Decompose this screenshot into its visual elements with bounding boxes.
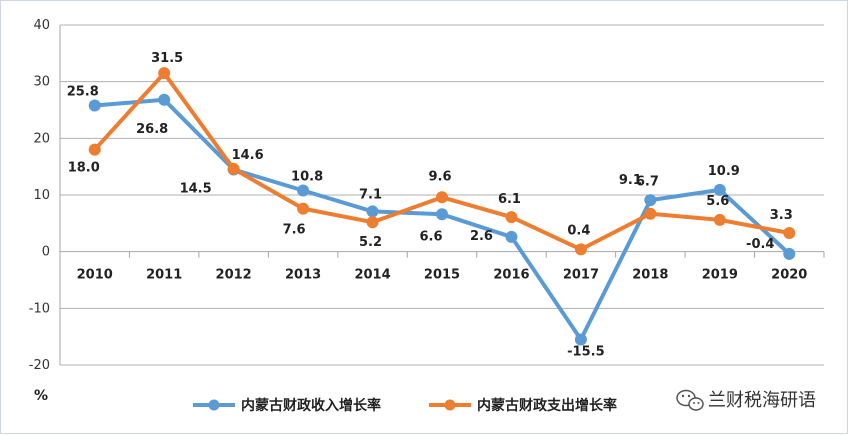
data-label: 6.1 bbox=[498, 192, 521, 207]
data-point bbox=[436, 208, 448, 221]
data-point bbox=[297, 202, 310, 215]
x-tick-label: 2017 bbox=[563, 268, 599, 283]
data-point bbox=[713, 183, 726, 196]
x-tick-label: 2013 bbox=[285, 268, 321, 283]
legend-label-revenue: 内蒙古财政收入增长率 bbox=[241, 397, 381, 414]
legend-label-expenditure: 内蒙古财政支出增长率 bbox=[477, 397, 617, 414]
x-tick-label: 2019 bbox=[702, 268, 738, 283]
data-point bbox=[505, 211, 518, 224]
data-label: 3.3 bbox=[770, 208, 793, 223]
data-label: 2.6 bbox=[470, 229, 493, 244]
data-point bbox=[574, 333, 587, 346]
x-tick-label: 2011 bbox=[146, 268, 182, 283]
y-tick-label: 20 bbox=[33, 131, 50, 146]
x-tick-label: 2015 bbox=[424, 268, 460, 283]
data-point bbox=[783, 226, 796, 239]
y-axis-ticks: 40 30 20 10 0 -10 -20 bbox=[29, 18, 50, 373]
y-axis-unit-label: % bbox=[34, 388, 48, 404]
data-label: -15.5 bbox=[567, 345, 604, 360]
legend-item-revenue: 内蒙古财政收入增长率 bbox=[193, 397, 381, 414]
data-label: 5.6 bbox=[706, 194, 729, 209]
x-tick-label: 2016 bbox=[493, 268, 529, 283]
data-label: 6.7 bbox=[636, 175, 659, 190]
data-point bbox=[644, 207, 657, 220]
data-point bbox=[366, 216, 379, 229]
data-label: 10.8 bbox=[291, 169, 323, 184]
x-tick-label: 2014 bbox=[354, 268, 390, 283]
data-point bbox=[88, 143, 101, 156]
x-tick-label: 2020 bbox=[771, 268, 807, 283]
data-label: 6.6 bbox=[419, 229, 442, 244]
wechat-icon bbox=[676, 389, 704, 411]
data-point bbox=[366, 205, 379, 218]
data-point bbox=[158, 67, 171, 80]
series-line-1 bbox=[93, 71, 790, 252]
data-point bbox=[644, 194, 657, 207]
y-tick-label: 30 bbox=[33, 75, 50, 90]
x-tick-label: 2018 bbox=[632, 268, 668, 283]
series-points bbox=[88, 67, 796, 346]
data-point bbox=[227, 162, 240, 175]
y-tick-label: -20 bbox=[29, 358, 50, 373]
legend-marker-expenditure bbox=[444, 399, 456, 411]
data-label: 26.8 bbox=[136, 122, 168, 137]
data-label: 14.5 bbox=[180, 182, 212, 197]
data-label: 10.9 bbox=[708, 164, 740, 179]
x-tick-label: 2012 bbox=[216, 268, 252, 283]
watermark: 兰财税海研语 bbox=[676, 389, 816, 411]
y-tick-label: 10 bbox=[33, 188, 50, 203]
data-label: 31.5 bbox=[151, 51, 183, 66]
data-point bbox=[574, 243, 587, 256]
x-axis-ticks: 2010 2011 2012 2013 2014 2015 2016 2017 2018 2019… bbox=[77, 268, 808, 283]
data-label: -0.4 bbox=[746, 237, 774, 252]
data-label: 25.8 bbox=[67, 84, 99, 99]
data-label: 14.6 bbox=[232, 148, 264, 163]
data-point bbox=[158, 93, 171, 106]
data-label: 0.4 bbox=[567, 223, 590, 238]
data-label: 18.0 bbox=[68, 161, 100, 176]
data-label: 9.1 bbox=[619, 173, 642, 188]
data-label: 5.2 bbox=[359, 235, 382, 250]
data-label: 7.1 bbox=[359, 187, 382, 202]
x-tick-label: 2010 bbox=[77, 268, 113, 283]
y-tick-label: 0 bbox=[42, 245, 50, 260]
data-point bbox=[88, 99, 101, 112]
data-labels: 25.8 26.8 14.5 10.8 7.1 6.6 2.6 -15.5 9.1 10.9 -0.… bbox=[67, 51, 793, 359]
y-tick-label: 40 bbox=[33, 18, 50, 33]
data-point bbox=[297, 184, 310, 197]
data-point bbox=[783, 247, 796, 260]
y-tick-label: -10 bbox=[29, 301, 50, 316]
legend-item-expenditure: 内蒙古财政支出增长率 bbox=[429, 397, 617, 414]
data-point bbox=[436, 191, 448, 204]
legend: 内蒙古财政收入增长率 内蒙古财政支出增长率 bbox=[193, 397, 617, 414]
data-label: 7.6 bbox=[283, 223, 306, 238]
gridlines bbox=[59, 24, 825, 366]
data-point bbox=[505, 230, 518, 243]
data-label: 9.6 bbox=[428, 169, 451, 184]
data-point bbox=[713, 213, 726, 226]
watermark-text: 兰财税海研语 bbox=[708, 390, 816, 411]
series-lines bbox=[93, 71, 791, 342]
legend-marker-revenue bbox=[208, 399, 220, 411]
